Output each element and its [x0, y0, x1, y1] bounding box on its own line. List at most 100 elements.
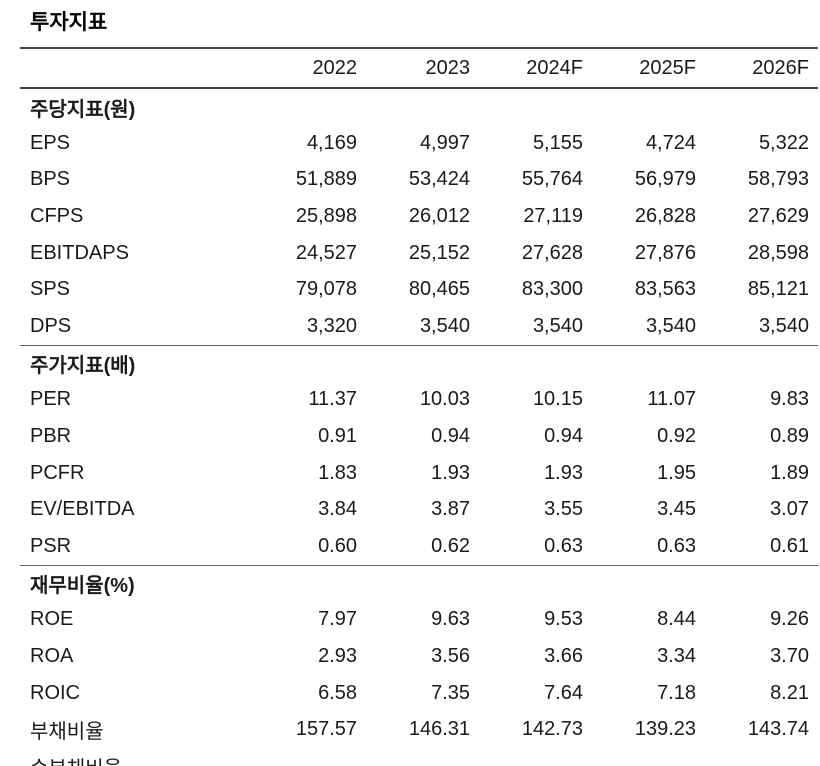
row-label: SPS: [30, 278, 71, 301]
cell-value: 5,155: [532, 131, 583, 154]
cell-value: 3,540: [645, 314, 696, 337]
cell-value: 5,322: [758, 131, 809, 154]
cell-value: 11.37: [308, 388, 357, 411]
cell-value: 58,793: [747, 168, 809, 191]
cell-value: 3,540: [419, 314, 470, 337]
row-label: PCFR: [30, 461, 85, 484]
cell-value: 0.92: [657, 424, 696, 447]
row-label: EV/EBITDA: [30, 498, 135, 521]
cell-value: 6.58: [318, 681, 357, 704]
cell-value: 27,876: [634, 241, 696, 264]
cell-value: 51,889: [295, 168, 357, 191]
section-header: 재무비율(%): [30, 575, 135, 598]
cell-value: 1.93: [431, 461, 470, 484]
row-label: ROE: [30, 608, 74, 631]
row-label: CFPS: [30, 204, 84, 227]
cell-value: 56,979: [634, 168, 696, 191]
cell-value: 24,527: [295, 241, 357, 264]
table-row: PCFR 1.83 1.93 1.93 1.95 1.89: [20, 455, 818, 492]
cell-value: 1.89: [770, 461, 809, 484]
cell-value: 26,828: [634, 204, 696, 227]
cell-value: 143.74: [747, 718, 809, 741]
cell-value: 27,628: [521, 241, 583, 264]
cell-value: 7.35: [431, 681, 470, 704]
year-header: 2026F: [752, 56, 809, 79]
table-row: ROIC 6.58 7.35 7.64 7.18 8.21: [20, 675, 818, 712]
cell-value: 25,898: [295, 204, 357, 227]
cell-value: 0.94: [544, 424, 583, 447]
cell-value: 10.03: [419, 388, 470, 411]
table-row: 부채비율 157.57 146.31 142.73 139.23 143.74: [20, 711, 818, 748]
cell-value: 25,152: [408, 241, 470, 264]
year-header: 2022: [312, 56, 358, 79]
cell-value: 0.62: [431, 534, 470, 557]
cell-value: 8.44: [657, 608, 696, 631]
cell-value: 142.73: [521, 718, 583, 741]
cell-value: 1.95: [657, 461, 696, 484]
cell-value: 27,119: [523, 204, 583, 227]
cell-value: 146.31: [408, 718, 470, 741]
cell-value: 7.18: [657, 681, 696, 704]
page-title: 투자지표: [30, 11, 108, 34]
cell-value: 0.91: [318, 424, 357, 447]
cell-value: 80,465: [408, 278, 470, 301]
cell-value: 26,012: [408, 204, 470, 227]
cell-value: 157.57: [295, 718, 357, 741]
table-row: 순부채비율: [20, 748, 818, 766]
cell-value: 7.64: [544, 681, 583, 704]
table-row: EPS 4,169 4,997 5,155 4,724 5,322: [20, 125, 818, 162]
row-label: ROIC: [30, 681, 80, 704]
investment-indicator-table: 2022 2023 2024F 2025F 2026F 주당지표(원) EPS 4,169 4,…: [20, 47, 818, 766]
cell-value: 27,629: [747, 204, 809, 227]
cell-value: 3.87: [431, 498, 470, 521]
cell-value: 3.70: [770, 644, 809, 667]
cell-value: 0.63: [657, 534, 696, 557]
table-row: EBITDAPS 24,527 25,152 27,628 27,876 28,598: [20, 235, 818, 272]
row-label: PSR: [30, 534, 72, 557]
cell-value: 55,764: [521, 168, 583, 191]
table-row: DPS 3,320 3,540 3,540 3,540 3,540: [20, 308, 818, 345]
section-header: 주당지표(원): [30, 98, 136, 121]
row-label: EPS: [30, 131, 71, 154]
table-row: CFPS 25,898 26,012 27,119 26,828 27,629: [20, 198, 818, 235]
row-label: 순부채비율: [20, 752, 252, 766]
table-row: SPS 79,078 80,465 83,300 83,563 85,121: [20, 271, 818, 308]
cell-value: 28,598: [747, 241, 809, 264]
section-header-row: 주가지표(배): [20, 344, 818, 382]
cell-value: 1.93: [544, 461, 583, 484]
table-row: EV/EBITDA 3.84 3.87 3.55 3.45 3.07: [20, 491, 818, 528]
cell-value: 53,424: [408, 168, 470, 191]
cell-value: 8.21: [770, 681, 809, 704]
row-label: BPS: [30, 168, 71, 191]
row-label: PER: [30, 388, 72, 411]
cell-value: 0.63: [544, 534, 583, 557]
cell-value: 3,540: [758, 314, 809, 337]
row-label: 부채비율: [30, 721, 104, 744]
cell-value: 3,540: [532, 314, 583, 337]
cell-value: 9.53: [544, 608, 583, 631]
cell-value: 3.55: [544, 498, 583, 521]
year-header: 2024F: [526, 56, 583, 79]
row-label: PBR: [30, 424, 72, 447]
cell-value: 1.83: [318, 461, 357, 484]
section-header: 주가지표(배): [30, 355, 136, 378]
cell-value: 83,563: [634, 278, 696, 301]
table-header-row: 2022 2023 2024F 2025F 2026F: [20, 49, 818, 89]
table-row: ROA 2.93 3.56 3.66 3.34 3.70: [20, 638, 818, 675]
cell-value: 0.60: [318, 534, 357, 557]
row-label: DPS: [30, 314, 72, 337]
cell-value: 85,121: [747, 278, 809, 301]
row-label: ROA: [30, 644, 74, 667]
row-label: EBITDAPS: [30, 241, 129, 264]
cell-value: 4,724: [645, 131, 696, 154]
cell-value: 3.45: [657, 498, 696, 521]
cell-value: 0.61: [770, 534, 809, 557]
cell-value: 3.07: [770, 498, 809, 521]
table-row: PBR 0.91 0.94 0.94 0.92 0.89: [20, 418, 818, 455]
cell-value: 4,997: [419, 131, 470, 154]
cell-value: 11.07: [647, 388, 696, 411]
cell-value: 10.15: [532, 388, 583, 411]
year-header: 2023: [425, 56, 471, 79]
cell-value: 79,078: [295, 278, 357, 301]
